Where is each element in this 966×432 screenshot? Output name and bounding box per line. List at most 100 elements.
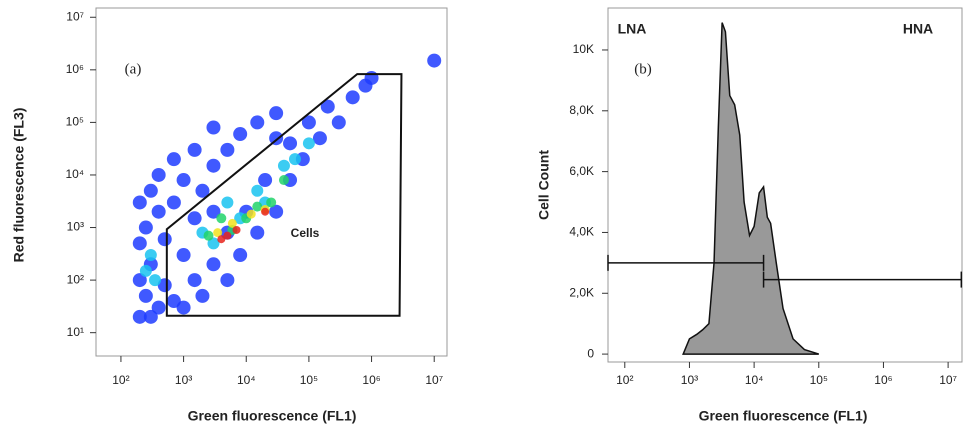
y-tick-label: 10⁴ (65, 167, 84, 181)
data-point (132, 236, 147, 251)
data-point (320, 99, 335, 114)
data-point (203, 230, 214, 241)
data-point (246, 209, 256, 219)
data-point (301, 115, 316, 130)
data-point (364, 70, 379, 85)
data-point (278, 175, 289, 186)
data-point (144, 249, 157, 262)
data-point (143, 309, 158, 324)
histogram-area (682, 22, 820, 355)
data-point (220, 142, 235, 157)
data-point (233, 248, 248, 263)
data-point (176, 300, 191, 315)
data-point (206, 120, 221, 135)
y-axis-title: Cell Count (536, 150, 552, 220)
data-point (195, 288, 210, 303)
data-point (206, 158, 221, 173)
y-tick-label: 10¹ (67, 325, 84, 339)
data-point (288, 153, 301, 166)
data-point (139, 264, 152, 277)
plot-frame (607, 7, 963, 363)
gate-label: HNA (903, 21, 933, 37)
y-tick-label: 10² (67, 272, 84, 286)
data-point (157, 232, 172, 247)
x-tick-label: 10⁵ (810, 373, 828, 387)
data-point (149, 274, 162, 287)
data-point (143, 183, 158, 198)
data-point (207, 237, 220, 250)
data-point (176, 173, 191, 188)
y-tick-label: 0 (587, 346, 594, 360)
x-tick-label: 10⁷ (939, 373, 957, 387)
data-point (233, 127, 248, 142)
data-point (331, 115, 346, 130)
x-tick-label: 10² (112, 373, 129, 387)
data-point (216, 213, 227, 224)
x-tick-label: 10² (616, 373, 633, 387)
y-tick-label: 10⁵ (66, 115, 84, 129)
x-tick-label: 10⁵ (300, 373, 318, 387)
x-tick-label: 10⁴ (237, 373, 256, 387)
data-point (427, 53, 442, 68)
data-point (220, 273, 235, 288)
gate-label: LNA (618, 21, 647, 37)
x-tick-label: 10⁶ (362, 373, 380, 387)
data-point (227, 218, 237, 228)
data-point (132, 195, 147, 210)
data-point (132, 273, 147, 288)
data-point (157, 278, 172, 293)
data-point (250, 115, 265, 130)
data-point (221, 196, 234, 209)
panel-label: (b) (634, 61, 652, 77)
data-point (213, 228, 223, 238)
data-point (266, 197, 277, 208)
data-point (138, 220, 153, 235)
data-point (151, 300, 166, 315)
data-point (269, 106, 284, 121)
panel-label: (a) (125, 61, 142, 77)
x-axis-title: Green fluorescence (FL1) (188, 408, 357, 424)
data-point (302, 137, 315, 150)
data-point (277, 159, 290, 172)
data-point (138, 288, 153, 303)
plot-frame (95, 7, 448, 357)
data-point (151, 167, 166, 182)
annotation: Cells (291, 226, 320, 240)
data-point (206, 204, 221, 219)
data-point (251, 184, 264, 197)
data-point (232, 225, 241, 234)
data-point (250, 225, 265, 240)
data-point (312, 131, 327, 146)
y-tick-label: 10⁶ (66, 62, 84, 76)
y-tick-label: 10K (573, 42, 594, 56)
data-point (345, 90, 360, 105)
x-tick-label: 10⁴ (745, 373, 764, 387)
data-point (206, 257, 221, 272)
data-point (166, 152, 181, 167)
data-point (176, 248, 191, 263)
x-axis-title: Green fluorescence (FL1) (699, 408, 868, 424)
x-tick-label: 10⁶ (874, 373, 892, 387)
data-point (217, 235, 226, 244)
data-point (187, 211, 202, 226)
y-tick-label: 2,0K (569, 285, 594, 299)
data-point (187, 142, 202, 157)
data-point (258, 173, 273, 188)
data-point (283, 136, 298, 151)
y-tick-label: 4,0K (569, 225, 594, 239)
y-tick-label: 6,0K (569, 164, 594, 178)
data-point (132, 309, 147, 324)
data-point (269, 204, 284, 219)
y-tick-label: 10³ (67, 220, 84, 234)
data-point (195, 183, 210, 198)
x-tick-label: 10³ (681, 373, 698, 387)
data-point (166, 195, 181, 210)
y-axis-title: Red fluorescence (FL3) (11, 108, 27, 263)
gate (165, 73, 403, 317)
data-point (261, 207, 270, 216)
data-point (223, 231, 232, 240)
y-tick-label: 10⁷ (66, 9, 84, 23)
data-point (151, 204, 166, 219)
